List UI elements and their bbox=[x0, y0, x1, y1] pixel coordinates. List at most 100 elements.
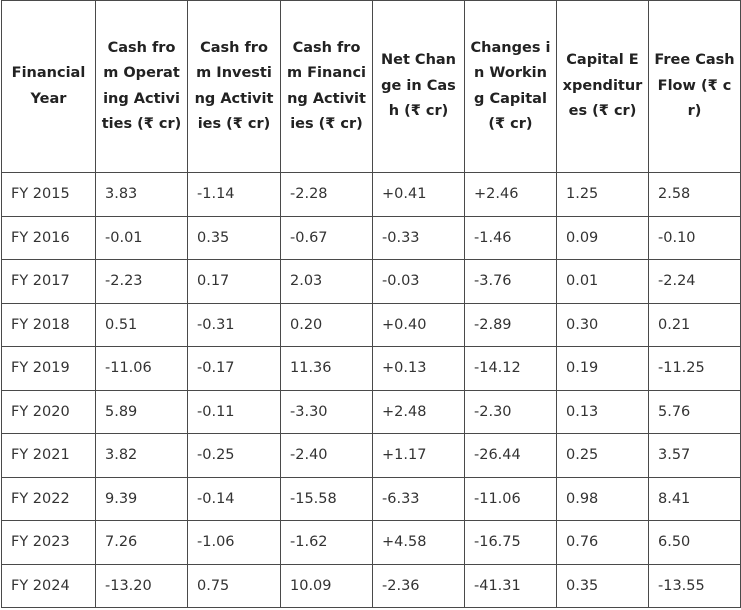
cell-free-cash-flow: 3.57 bbox=[648, 433, 741, 478]
cell-working-capital: -14.12 bbox=[464, 346, 557, 391]
cell-cash-operating: -11.06 bbox=[95, 346, 188, 391]
cell-financial-year: FY 2020 bbox=[1, 389, 96, 434]
table-row: FY 2019 -11.06 -0.17 11.36 +0.13 -14.12 0.19 -1… bbox=[1, 346, 741, 391]
cell-cash-investing: -1.14 bbox=[187, 172, 281, 217]
cell-financial-year: FY 2023 bbox=[1, 520, 96, 565]
header-capex: Capital Expenditures (₹ cr) bbox=[556, 0, 649, 173]
cell-financial-year: FY 2022 bbox=[1, 476, 96, 521]
header-row: Financial Year Cash from Operating Activ… bbox=[1, 0, 741, 173]
cell-capex: 0.01 bbox=[556, 259, 649, 304]
cell-net-change: +4.58 bbox=[372, 520, 465, 565]
table-row: FY 2023 7.26 -1.06 -1.62 +4.58 -16.75 0.76 6.50 bbox=[1, 520, 741, 565]
cell-financial-year: FY 2021 bbox=[1, 433, 96, 478]
cell-financial-year: FY 2019 bbox=[1, 346, 96, 391]
cell-cash-financing: 2.03 bbox=[280, 259, 373, 304]
cell-capex: 0.25 bbox=[556, 433, 649, 478]
table-row: FY 2016 -0.01 0.35 -0.67 -0.33 -1.46 0.09 -0.10 bbox=[1, 215, 741, 260]
header-net-change: Net Change in Cash (₹ cr) bbox=[372, 0, 465, 173]
cell-financial-year: FY 2015 bbox=[1, 172, 96, 217]
cell-capex: 0.35 bbox=[556, 563, 649, 608]
table-body: FY 2015 3.83 -1.14 -2.28 +0.41 +2.46 1.25 2.58 F… bbox=[1, 172, 741, 608]
cell-cash-investing: -0.31 bbox=[187, 302, 281, 347]
cell-capex: 0.98 bbox=[556, 476, 649, 521]
table-row: FY 2015 3.83 -1.14 -2.28 +0.41 +2.46 1.25 2.58 bbox=[1, 172, 741, 217]
cell-cash-operating: -0.01 bbox=[95, 215, 188, 260]
cell-free-cash-flow: -13.55 bbox=[648, 563, 741, 608]
cell-free-cash-flow: -2.24 bbox=[648, 259, 741, 304]
table-row: FY 2021 3.82 -0.25 -2.40 +1.17 -26.44 0.25 3.57 bbox=[1, 433, 741, 478]
cell-cash-operating: 9.39 bbox=[95, 476, 188, 521]
table-row: FY 2020 5.89 -0.11 -3.30 +2.48 -2.30 0.13 5.76 bbox=[1, 389, 741, 434]
table-header: Financial Year Cash from Operating Activ… bbox=[1, 0, 741, 173]
header-cash-operating: Cash from Operating Activities (₹ cr) bbox=[95, 0, 188, 173]
cell-financial-year: FY 2017 bbox=[1, 259, 96, 304]
cell-cash-financing: -0.67 bbox=[280, 215, 373, 260]
cell-cash-operating: -13.20 bbox=[95, 563, 188, 608]
cell-net-change: -6.33 bbox=[372, 476, 465, 521]
cell-working-capital: +2.46 bbox=[464, 172, 557, 217]
cell-net-change: +1.17 bbox=[372, 433, 465, 478]
cell-cash-financing: -15.58 bbox=[280, 476, 373, 521]
cell-net-change: +0.40 bbox=[372, 302, 465, 347]
cell-cash-financing: -2.40 bbox=[280, 433, 373, 478]
cell-financial-year: FY 2024 bbox=[1, 563, 96, 608]
cell-cash-investing: -0.11 bbox=[187, 389, 281, 434]
table-row: FY 2017 -2.23 0.17 2.03 -0.03 -3.76 0.01 -2.24 bbox=[1, 259, 741, 304]
cell-cash-operating: 3.82 bbox=[95, 433, 188, 478]
cell-net-change: -0.33 bbox=[372, 215, 465, 260]
cell-cash-investing: 0.17 bbox=[187, 259, 281, 304]
cell-cash-investing: 0.35 bbox=[187, 215, 281, 260]
cell-net-change: +2.48 bbox=[372, 389, 465, 434]
header-cash-investing: Cash from Investing Activities (₹ cr) bbox=[187, 0, 281, 173]
cell-cash-investing: -0.17 bbox=[187, 346, 281, 391]
cell-cash-financing: 0.20 bbox=[280, 302, 373, 347]
header-cash-financing: Cash from Financing Activities (₹ cr) bbox=[280, 0, 373, 173]
cell-working-capital: -2.30 bbox=[464, 389, 557, 434]
cell-net-change: +0.13 bbox=[372, 346, 465, 391]
cell-net-change: -2.36 bbox=[372, 563, 465, 608]
cell-net-change: +0.41 bbox=[372, 172, 465, 217]
cell-capex: 0.09 bbox=[556, 215, 649, 260]
header-financial-year: Financial Year bbox=[1, 0, 96, 173]
cell-capex: 0.19 bbox=[556, 346, 649, 391]
cell-free-cash-flow: 2.58 bbox=[648, 172, 741, 217]
cell-cash-investing: 0.75 bbox=[187, 563, 281, 608]
cell-cash-operating: 5.89 bbox=[95, 389, 188, 434]
table-row: FY 2018 0.51 -0.31 0.20 +0.40 -2.89 0.30 0.21 bbox=[1, 302, 741, 347]
cell-cash-financing: -2.28 bbox=[280, 172, 373, 217]
cell-working-capital: -26.44 bbox=[464, 433, 557, 478]
cell-free-cash-flow: 6.50 bbox=[648, 520, 741, 565]
cell-cash-investing: -0.25 bbox=[187, 433, 281, 478]
cell-cash-financing: -3.30 bbox=[280, 389, 373, 434]
table-row: FY 2024 -13.20 0.75 10.09 -2.36 -41.31 0.35 -13… bbox=[1, 563, 741, 608]
header-free-cash-flow: Free Cash Flow (₹ cr) bbox=[648, 0, 741, 173]
cell-working-capital: -16.75 bbox=[464, 520, 557, 565]
cell-cash-operating: 7.26 bbox=[95, 520, 188, 565]
cell-working-capital: -1.46 bbox=[464, 215, 557, 260]
cell-working-capital: -2.89 bbox=[464, 302, 557, 347]
cell-free-cash-flow: 0.21 bbox=[648, 302, 741, 347]
cell-cash-financing: -1.62 bbox=[280, 520, 373, 565]
cell-capex: 0.30 bbox=[556, 302, 649, 347]
cell-free-cash-flow: 5.76 bbox=[648, 389, 741, 434]
cell-financial-year: FY 2016 bbox=[1, 215, 96, 260]
cell-capex: 0.13 bbox=[556, 389, 649, 434]
cell-cash-operating: 3.83 bbox=[95, 172, 188, 217]
cell-capex: 1.25 bbox=[556, 172, 649, 217]
cell-working-capital: -11.06 bbox=[464, 476, 557, 521]
cell-free-cash-flow: -0.10 bbox=[648, 215, 741, 260]
header-working-capital: Changes in Working Capital (₹ cr) bbox=[464, 0, 557, 173]
cell-capex: 0.76 bbox=[556, 520, 649, 565]
cell-working-capital: -41.31 bbox=[464, 563, 557, 608]
cell-cash-investing: -1.06 bbox=[187, 520, 281, 565]
cell-cash-financing: 10.09 bbox=[280, 563, 373, 608]
cell-working-capital: -3.76 bbox=[464, 259, 557, 304]
cell-cash-operating: -2.23 bbox=[95, 259, 188, 304]
cell-cash-operating: 0.51 bbox=[95, 302, 188, 347]
cell-financial-year: FY 2018 bbox=[1, 302, 96, 347]
table-row: FY 2022 9.39 -0.14 -15.58 -6.33 -11.06 0.98 8.4… bbox=[1, 476, 741, 521]
cell-net-change: -0.03 bbox=[372, 259, 465, 304]
cell-cash-financing: 11.36 bbox=[280, 346, 373, 391]
cell-free-cash-flow: 8.41 bbox=[648, 476, 741, 521]
